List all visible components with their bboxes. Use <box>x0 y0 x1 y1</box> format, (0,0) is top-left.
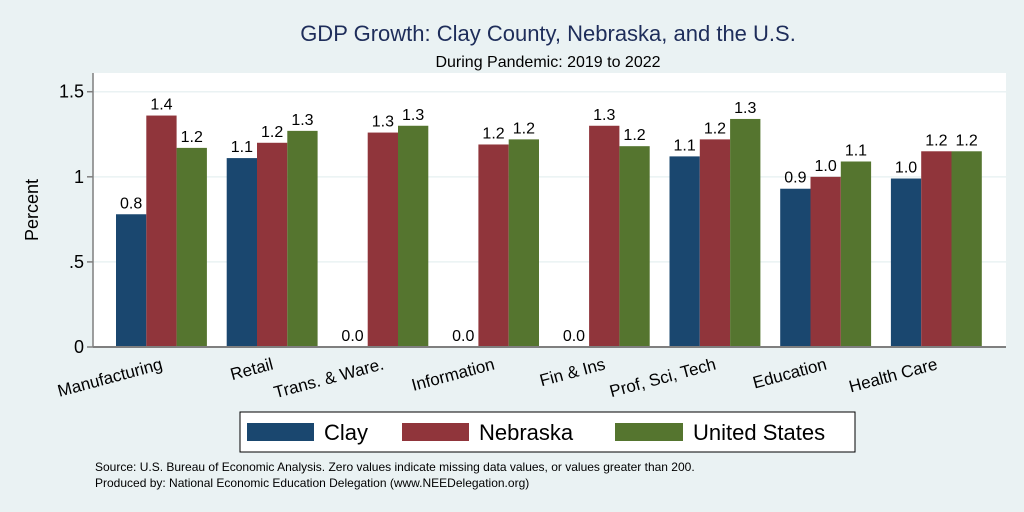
y-tick-label: 1.5 <box>59 82 84 102</box>
bar-value-label: 1.2 <box>925 132 947 149</box>
bar-nebraska <box>367 132 398 347</box>
bar-nebraska <box>257 142 288 347</box>
legend-box <box>239 411 856 453</box>
bar-nebraska <box>146 115 177 347</box>
bar-value-label: 0.0 <box>452 328 474 345</box>
bar-value-label: 1.2 <box>261 124 283 141</box>
bar-clay <box>116 214 147 347</box>
bar-united-states <box>619 146 650 347</box>
bar-value-label: 1.2 <box>623 127 645 144</box>
bar-nebraska <box>478 144 509 347</box>
producer-note: Produced by: National Economic Education… <box>95 476 529 490</box>
legend-label-clay: Clay <box>324 420 368 445</box>
bar-value-label: 1.4 <box>150 97 172 114</box>
bar-united-states <box>176 147 207 347</box>
legend-swatch-nebraska <box>402 423 469 441</box>
source-note: Source: U.S. Bureau of Economic Analysis… <box>95 460 695 474</box>
bar-nebraska <box>589 125 620 347</box>
bar-value-label: 1.2 <box>181 129 203 146</box>
bar-value-label: 1.3 <box>402 107 424 124</box>
bar-value-label: 1.1 <box>845 142 867 159</box>
bar-value-label: 1.2 <box>513 120 535 137</box>
bar-value-label: 1.2 <box>956 132 978 149</box>
bar-value-label: 1.1 <box>674 137 696 154</box>
y-tick-label: .5 <box>69 252 84 272</box>
bar-value-label: 0.9 <box>784 170 806 187</box>
bar-united-states <box>508 139 539 347</box>
bars <box>116 115 982 347</box>
bar-labels: 0.8 1.4 1.2 1.1 1.2 1.3 0.0 1.3 1.3 0.0 1.2 1.2 0.0 1… <box>120 97 978 345</box>
bar-value-label: 1.3 <box>291 112 313 129</box>
bar-value-label: 1.3 <box>593 107 615 124</box>
bar-united-states <box>398 125 429 347</box>
bar-value-label: 0.0 <box>341 328 363 345</box>
bar-value-label: 0.8 <box>120 195 142 212</box>
bar-value-label: 1.3 <box>372 114 394 131</box>
legend-label-united-states: United States <box>693 420 825 445</box>
bar-clay <box>226 158 257 347</box>
bar-clay <box>669 156 700 347</box>
y-tick-label: 1 <box>74 167 84 187</box>
y-axis-ticks: 0 .5 1 1.5 <box>59 82 93 357</box>
bar-united-states <box>287 130 318 347</box>
legend: Clay Nebraska United States <box>239 411 856 453</box>
bar-clay <box>890 178 922 347</box>
bar-nebraska <box>921 151 952 347</box>
chart-subtitle: During Pandemic: 2019 to 2022 <box>435 54 660 71</box>
y-tick-label: 0 <box>74 337 84 357</box>
bar-value-label: 1.2 <box>704 120 726 137</box>
bar-value-label: 1.1 <box>231 139 253 156</box>
bar-clay <box>780 188 811 347</box>
bar-nebraska <box>699 139 731 347</box>
bar-value-label: 1.2 <box>482 125 504 142</box>
bar-nebraska <box>810 176 841 347</box>
bar-united-states <box>730 118 761 347</box>
y-axis-label: Percent <box>22 179 42 241</box>
bar-value-label: 1.3 <box>734 100 756 117</box>
legend-swatch-clay <box>247 423 314 441</box>
legend-swatch-united-states <box>615 423 683 441</box>
chart-title: GDP Growth: Clay County, Nebraska, and t… <box>300 21 796 46</box>
bar-united-states <box>840 161 872 347</box>
bar-value-label: 1.0 <box>895 160 917 177</box>
bar-value-label: 0.0 <box>563 328 585 345</box>
bar-united-states <box>951 151 982 347</box>
legend-label-nebraska: Nebraska <box>479 420 574 445</box>
bar-value-label: 1.0 <box>815 158 837 175</box>
